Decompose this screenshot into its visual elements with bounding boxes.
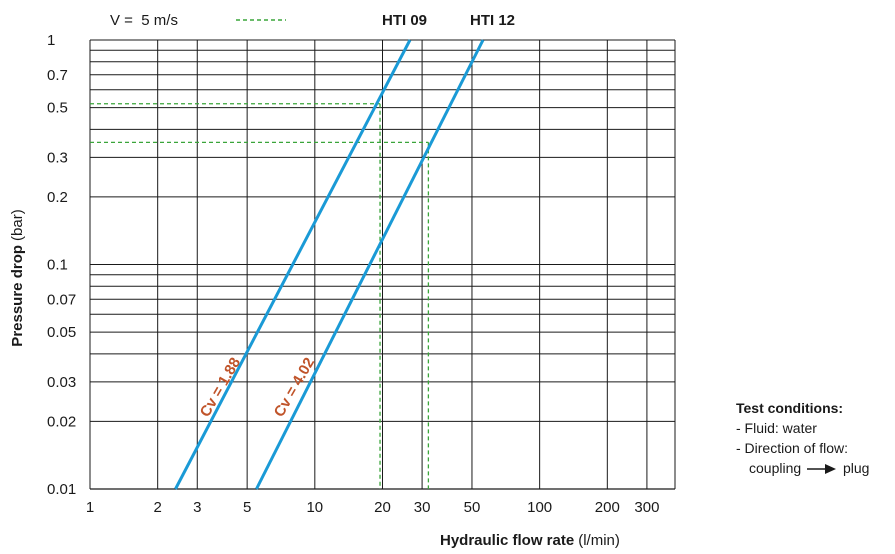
x-tick-label: 200 [595, 499, 620, 516]
test-conditions-title: Test conditions: [736, 400, 844, 416]
test-conditions-direction: - Direction of flow: [736, 440, 849, 456]
y-tick-label: 0.2 [47, 189, 68, 206]
arrow-right-icon [807, 464, 837, 475]
y-axis-title-bold: Pressure drop [9, 245, 26, 347]
test-conditions-fluid: - Fluid: water [736, 420, 817, 436]
x-axis-title-bold: Hydraulic flow rate [440, 532, 574, 549]
x-tick-label: 30 [414, 499, 431, 516]
y-tick-label: 0.03 [47, 374, 76, 391]
y-tick-label: 1 [47, 32, 55, 49]
x-tick-label: 2 [154, 499, 162, 516]
curve-label-cv2: Cv = 4.02 [271, 355, 318, 420]
y-tick-label: 0.5 [47, 100, 68, 117]
x-tick-label: 100 [527, 499, 552, 516]
series-line-hti12 [255, 39, 485, 490]
grid [89, 39, 676, 490]
velocity-markers [90, 103, 430, 489]
x-tick-label: 5 [243, 499, 251, 516]
y-tick-label: 0.02 [47, 413, 76, 430]
x-tick-labels: 1 2 3 5 10 20 30 50 100 200 300 [86, 499, 660, 516]
series-line-hti09 [174, 39, 412, 490]
y-axis-title: Pressure drop (bar) [9, 209, 26, 346]
series-label-hti09: HTI 09 [382, 12, 427, 29]
y-tick-label: 0.3 [47, 149, 68, 166]
x-tick-label: 20 [374, 499, 391, 516]
test-conditions: Test conditions: - Fluid: water - Direct… [736, 398, 869, 478]
x-tick-label: 50 [464, 499, 481, 516]
y-tick-label: 0.05 [47, 324, 76, 341]
y-axis-title-unit: (bar) [9, 209, 26, 241]
y-tick-label: 0.1 [47, 257, 68, 274]
series-lines [174, 39, 485, 490]
x-tick-label: 3 [193, 499, 201, 516]
x-tick-label: 10 [306, 499, 323, 516]
y-tick-labels: 0.01 0.02 0.03 0.05 0.07 0.1 0.2 0.3 0.5 0.7 1 [47, 32, 76, 498]
x-axis-title-unit: (l/min) [578, 532, 620, 549]
series-label-hti12: HTI 12 [470, 12, 515, 29]
y-tick-label: 0.07 [47, 291, 76, 308]
y-tick-label: 0.01 [47, 481, 76, 498]
x-tick-label: 300 [634, 499, 659, 516]
direction-from-label: coupling [749, 460, 802, 476]
curve-label-cv1: Cv = 1.88 [197, 355, 244, 420]
legend-velocity-label: V = 5 m/s [110, 12, 178, 29]
test-conditions-flow-direction: coupling plug [736, 458, 869, 478]
x-axis-title: Hydraulic flow rate (l/min) [440, 532, 620, 549]
y-tick-label: 0.7 [47, 67, 68, 84]
direction-to-label: plug [842, 460, 870, 476]
x-tick-label: 1 [86, 499, 94, 516]
